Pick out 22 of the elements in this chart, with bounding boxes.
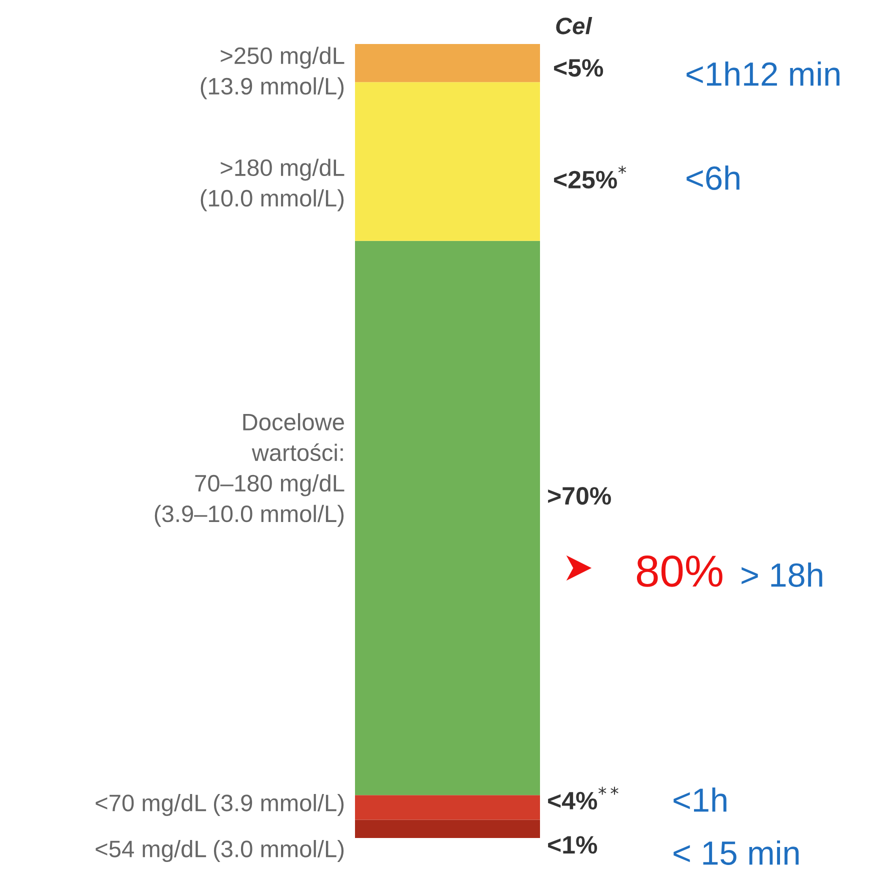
text: < 15 min <box>674 840 799 865</box>
text: > 18h <box>742 562 822 587</box>
bar <box>355 240 540 796</box>
bar <box>355 820 540 838</box>
series-label: <70 mg/dL (3.9 mmol/L) <box>96 794 344 816</box>
text: <25%$^{*}$ <box>554 166 626 189</box>
series-label: <54 mg/dL (3.0 mmol/L) <box>96 840 344 862</box>
text: <5% <box>554 59 604 77</box>
text: <4%$^{**}$ <box>548 786 618 810</box>
text: Cel <box>556 16 592 34</box>
bar <box>355 82 540 241</box>
text: 80% <box>636 555 722 587</box>
series-label: >250 mg/dL (13.9 mmol/L) <box>200 46 344 100</box>
bar <box>355 795 540 820</box>
text: <1h <box>674 787 726 812</box>
text: <1h12 min <box>686 61 840 86</box>
bar <box>355 44 540 82</box>
series-label: >180 mg/dL (10.0 mmol/L) <box>200 158 344 212</box>
text: <6h <box>686 165 740 190</box>
text: >70% <box>548 487 611 505</box>
series-label: Docelowe wartości: 70–180 mg/dL (3.9–10.0 mmol/L) <box>154 413 344 527</box>
text: <1% <box>548 836 598 854</box>
